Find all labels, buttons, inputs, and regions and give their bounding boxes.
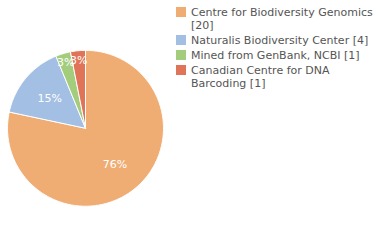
- html-text:Centre for Biodiversity Genomi: Centre for Biodiversity Genomics [20]: [191, 6, 373, 32]
- svg-text:3%: 3%: [70, 54, 87, 67]
- svg-text:15%: 15%: [37, 92, 61, 105]
- html-text:Naturalis Biodiversity Center: Naturalis Biodiversity Center [4]: [191, 34, 369, 47]
- svg-text:76%: 76%: [103, 158, 127, 171]
- svg-text:3%: 3%: [57, 56, 75, 70]
- html-text:Canadian Centre for DNA Barcod: Canadian Centre for DNA Barcoding [1]: [191, 64, 330, 90]
- html-text:Mined from GenBank, NCBI [1]: Mined from GenBank, NCBI [1]: [191, 49, 360, 62]
